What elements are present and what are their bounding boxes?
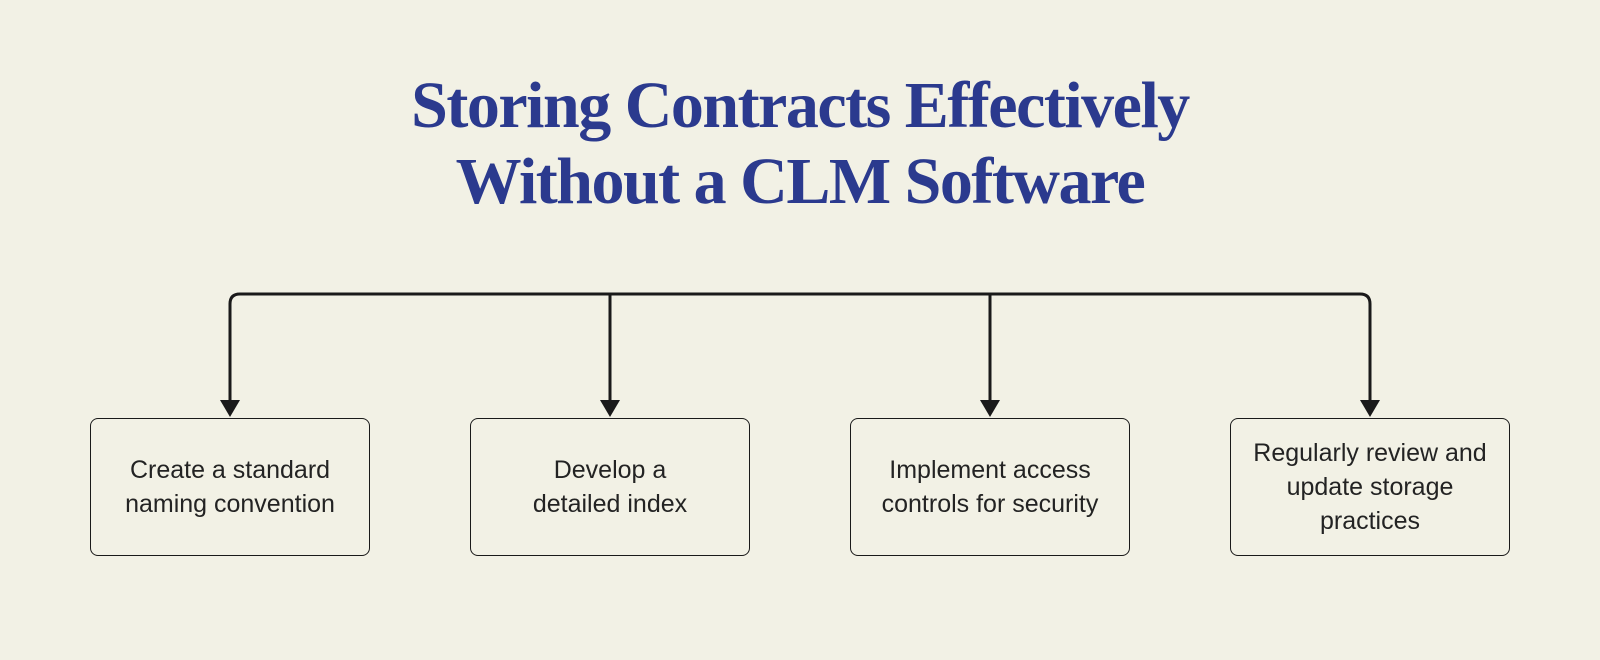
node-label: Create a standard naming convention: [125, 456, 335, 518]
node-label: Implement access controls for security: [881, 456, 1099, 518]
node-label: Develop a detailed index: [532, 456, 688, 518]
node-label: Regularly review and update storage prac…: [1253, 439, 1487, 535]
arrowhead-down-icon: [220, 400, 240, 417]
arrowhead-down-icon: [980, 400, 1000, 417]
page-title: Storing Contracts Effectively Without a …: [411, 69, 1190, 218]
node-box-detailed-index: Develop a detailed index: [470, 418, 750, 556]
arrowhead-down-icon: [600, 400, 620, 417]
node-box-review-storage: Regularly review and update storage prac…: [1230, 418, 1510, 556]
arrowhead-down-icon: [1360, 400, 1380, 417]
node-box-naming-convention: Create a standard naming convention: [90, 418, 370, 556]
connector-top-bar: [228, 292, 1372, 404]
node-box-access-controls: Implement access controls for security: [850, 418, 1130, 556]
